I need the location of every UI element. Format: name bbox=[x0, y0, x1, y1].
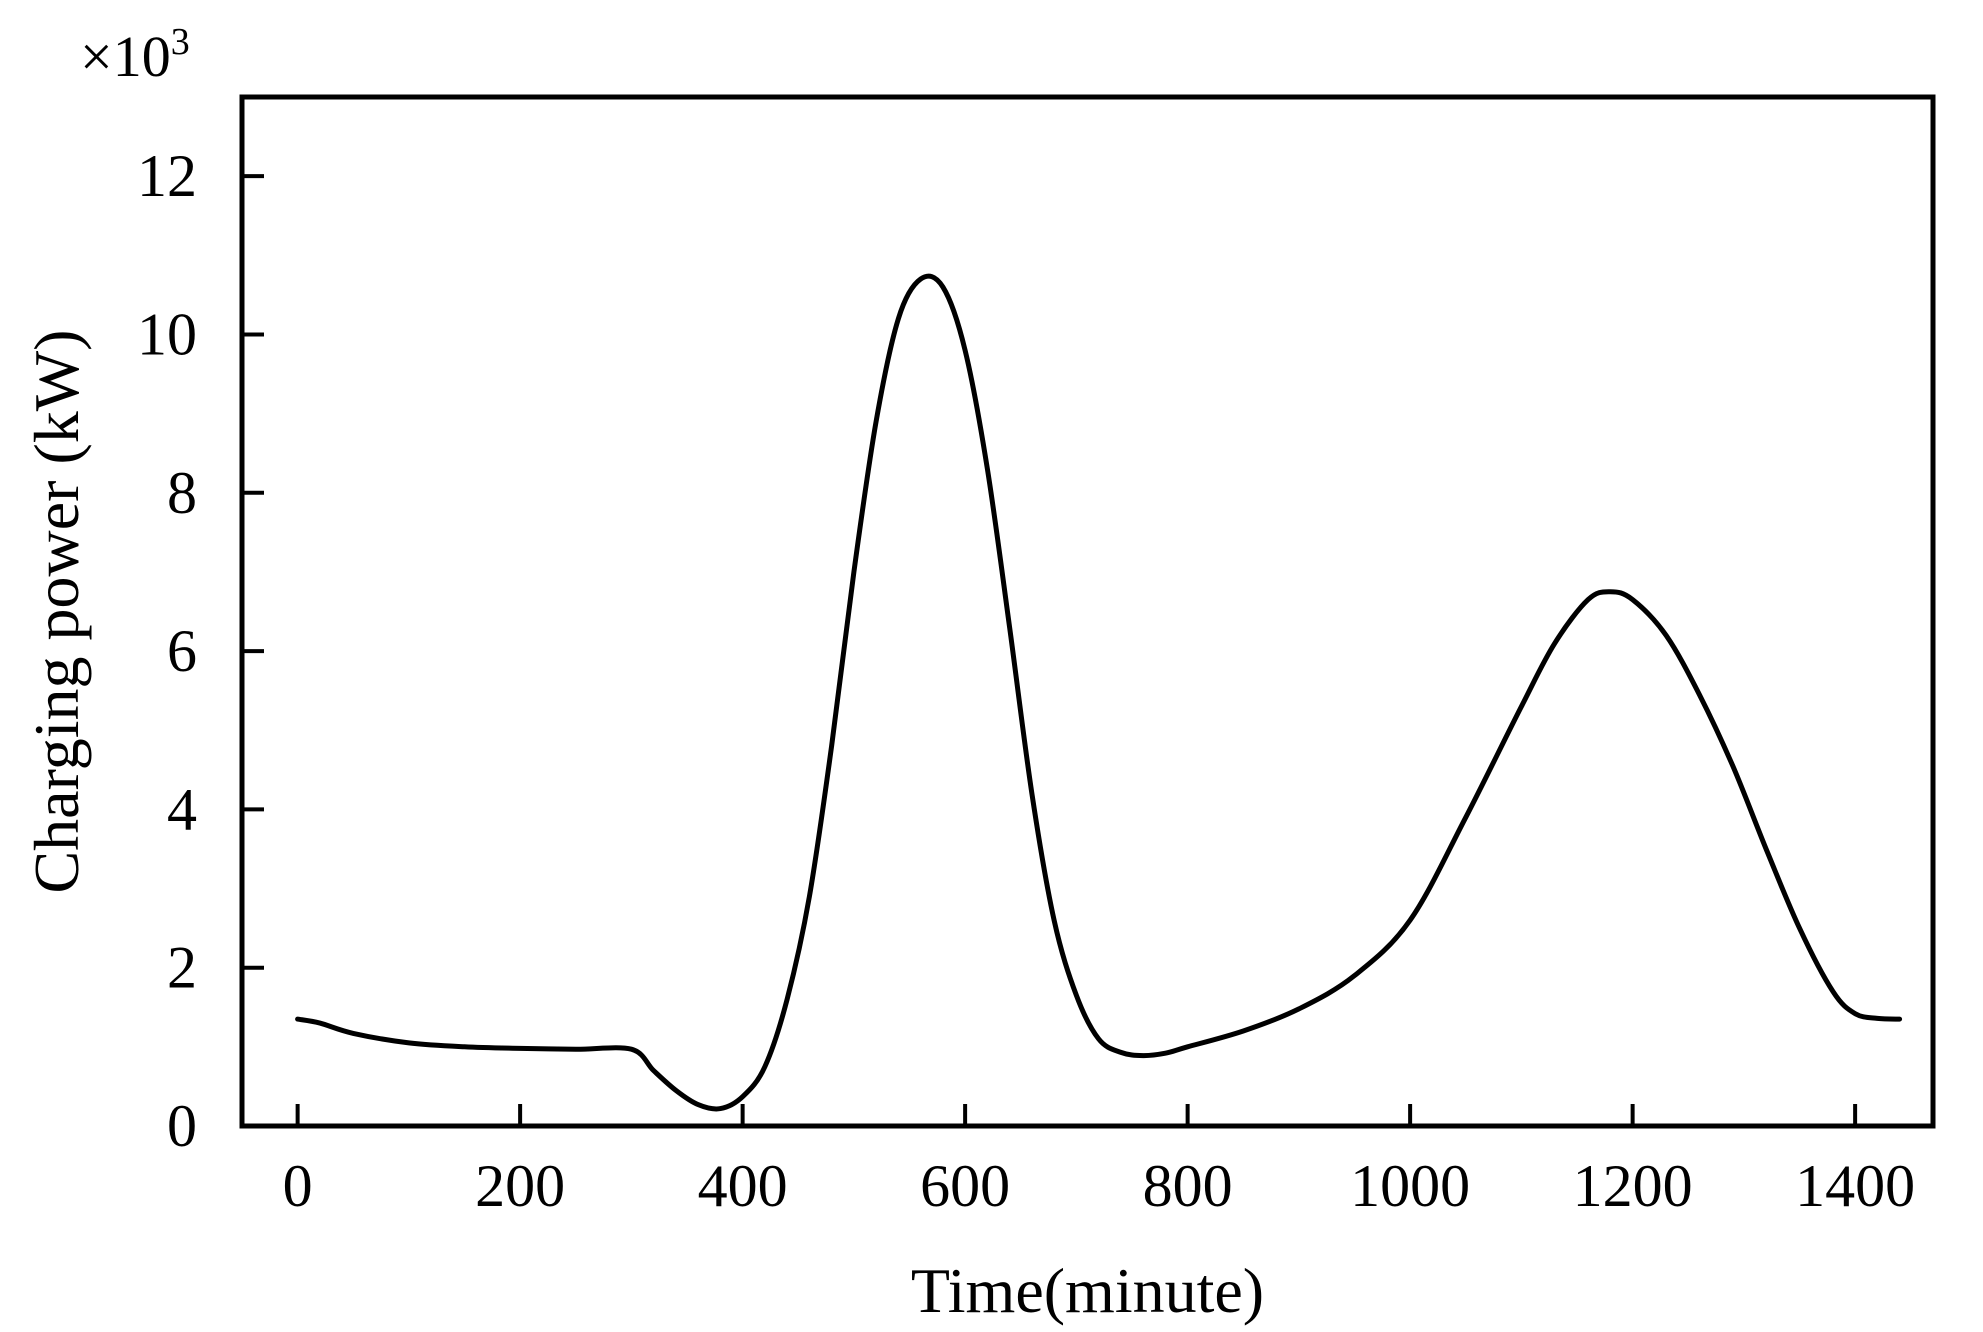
y-axis-label: Charging power (kW) bbox=[21, 330, 92, 894]
y-tick-label: 12 bbox=[137, 143, 197, 209]
y-tick-label: 4 bbox=[167, 776, 197, 842]
x-tick-label: 1400 bbox=[1795, 1153, 1915, 1219]
y-multiplier-exponent: 3 bbox=[171, 21, 190, 63]
y-multiplier-base: ×10 bbox=[80, 24, 171, 89]
x-tick-label: 400 bbox=[698, 1153, 788, 1219]
y-axis-ticks: 0 2 4 6 8 10 12 bbox=[137, 143, 264, 1159]
x-tick-label: 1200 bbox=[1573, 1153, 1693, 1219]
x-tick-label: 0 bbox=[283, 1153, 313, 1219]
plot-area-frame bbox=[239, 94, 1936, 1129]
y-tick-label: 2 bbox=[167, 935, 197, 1001]
y-axis-multiplier: ×103 bbox=[80, 21, 190, 89]
x-tick-label: 800 bbox=[1143, 1153, 1233, 1219]
x-tick-label: 200 bbox=[475, 1153, 565, 1219]
y-tick-label: 0 bbox=[167, 1093, 197, 1159]
x-axis-label: Time(minute) bbox=[911, 1255, 1264, 1326]
y-tick-label: 10 bbox=[137, 301, 197, 367]
y-tick-label: 8 bbox=[167, 460, 197, 526]
x-tick-label: 1000 bbox=[1350, 1153, 1470, 1219]
x-tick-label: 600 bbox=[920, 1153, 1010, 1219]
y-tick-label: 6 bbox=[167, 618, 197, 684]
series-line bbox=[295, 273, 1903, 1112]
x-axis-ticks: 0 200 400 600 800 1000 1200 1400 bbox=[283, 1104, 1915, 1219]
